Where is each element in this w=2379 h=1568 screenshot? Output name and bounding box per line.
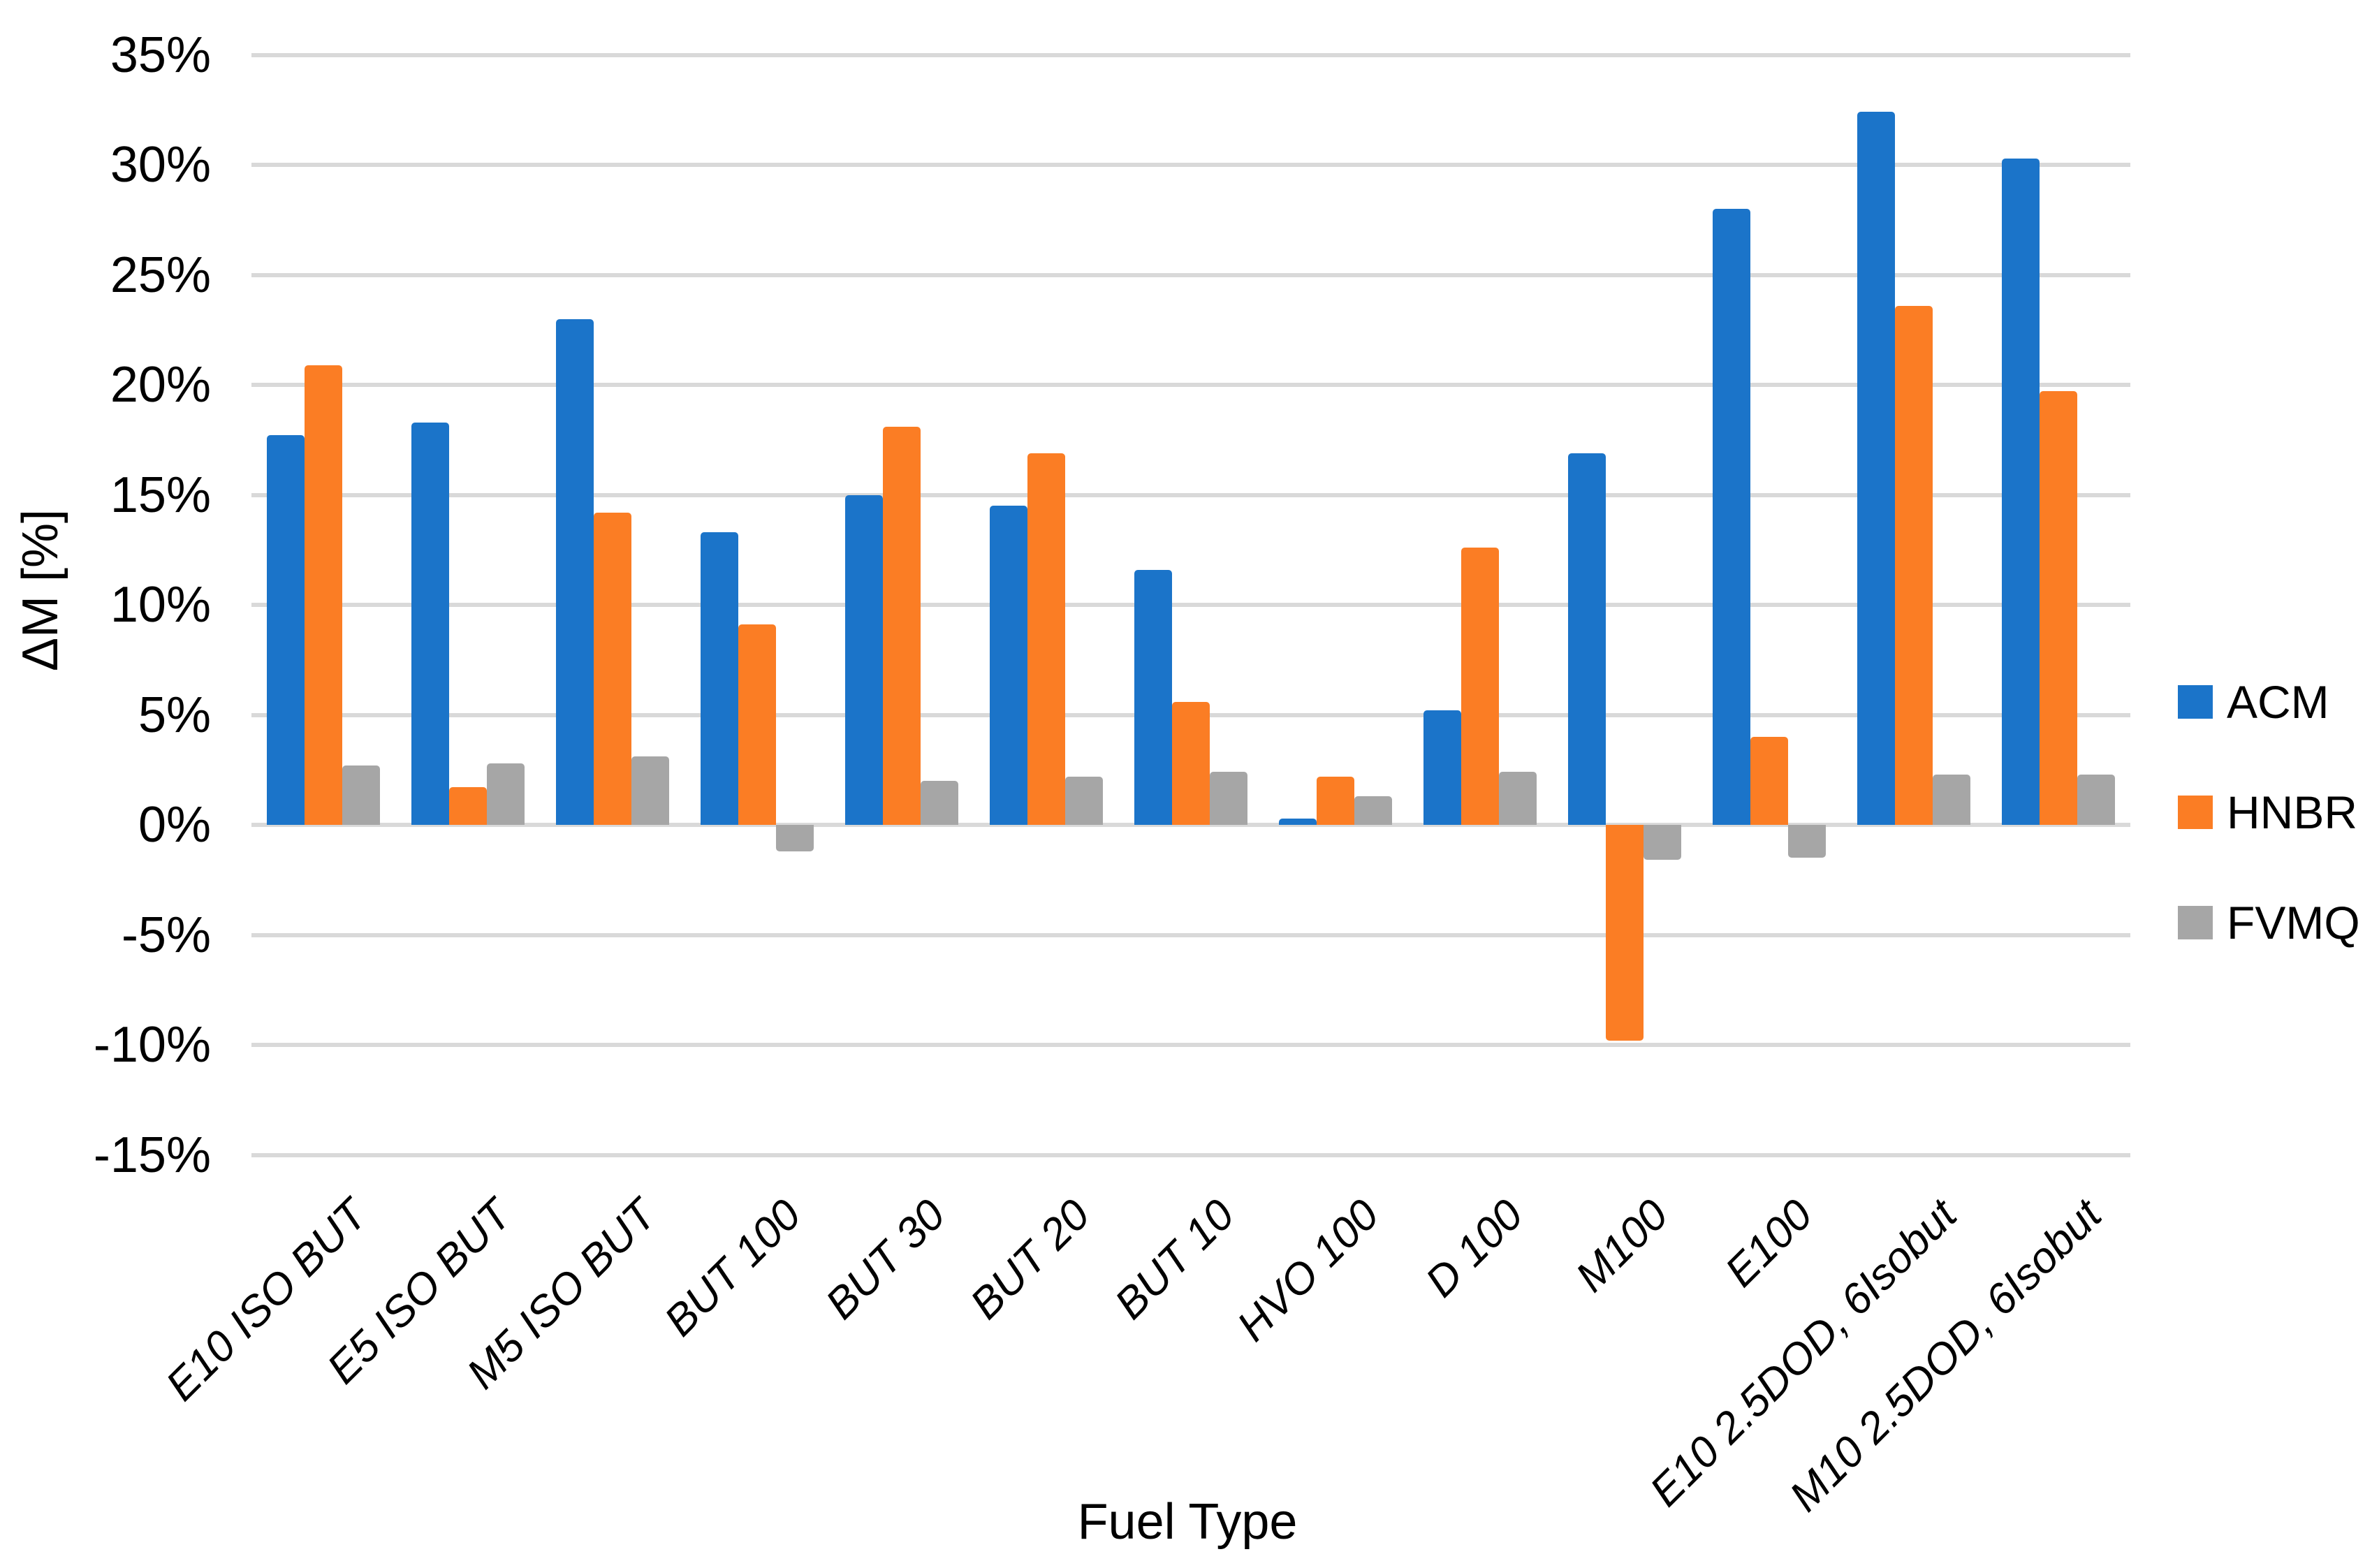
- gridline: [251, 272, 2130, 277]
- y-tick-label: 20%: [110, 357, 211, 413]
- bar-fvmq-1: [342, 765, 381, 825]
- bar-fvmq-8: [1354, 796, 1392, 825]
- gridline: [251, 1152, 2130, 1157]
- bar-fvmq-5: [921, 781, 959, 825]
- legend-swatch-hnbr: [2178, 796, 2213, 829]
- x-tick-label: E100: [1715, 1190, 1822, 1296]
- bar-acm-13: [2001, 158, 2040, 825]
- x-axis-title: Fuel Type: [1077, 1494, 1298, 1550]
- legend: ACM HNBR FVMQ: [2178, 679, 2360, 1010]
- x-tick-label: BUT 20: [961, 1190, 1099, 1329]
- bar-hnbr-1: [305, 365, 343, 825]
- gridline: [251, 932, 2130, 937]
- gridline: [251, 52, 2130, 57]
- bar-fvmq-2: [487, 763, 525, 825]
- bar-hnbr-13: [2039, 391, 2077, 825]
- bar-fvmq-10: [1643, 825, 1681, 860]
- y-tick-label: 25%: [110, 247, 211, 303]
- bar-fvmq-7: [1210, 772, 1247, 825]
- bar-hnbr-3: [594, 512, 632, 825]
- bar-acm-6: [990, 506, 1028, 825]
- y-tick-label: 35%: [110, 27, 211, 83]
- y-tick-label: 5%: [138, 687, 211, 743]
- bar-fvmq-13: [2077, 774, 2115, 825]
- bar-fvmq-4: [776, 825, 814, 851]
- bar-acm-4: [701, 532, 739, 825]
- bar-acm-7: [1134, 569, 1172, 825]
- x-tick-label: BUT 30: [817, 1190, 955, 1329]
- legend-label: HNBR: [2227, 786, 2358, 838]
- bar-hnbr-5: [883, 426, 921, 825]
- bar-fvmq-3: [631, 756, 670, 825]
- y-tick-label: -15%: [93, 1127, 211, 1183]
- bar-acm-11: [1712, 209, 1750, 825]
- bar-fvmq-6: [1065, 776, 1104, 825]
- bar-hnbr-10: [1605, 825, 1644, 1041]
- bar-acm-3: [556, 318, 594, 825]
- bar-fvmq-12: [1932, 774, 1970, 825]
- bar-hnbr-6: [1027, 453, 1066, 825]
- bar-acm-10: [1567, 453, 1606, 825]
- legend-item-acm: ACM: [2178, 679, 2360, 725]
- y-tick-label: 30%: [110, 137, 211, 193]
- y-tick-label: -5%: [121, 907, 211, 963]
- legend-label: ACM: [2227, 676, 2329, 728]
- bar-hnbr-12: [1894, 305, 1933, 825]
- gridline: [251, 492, 2130, 497]
- bar-hnbr-8: [1316, 776, 1354, 825]
- x-tick-label: HVO 100: [1228, 1190, 1389, 1351]
- gridline: [251, 383, 2130, 387]
- bar-acm-9: [1423, 710, 1461, 825]
- legend-label: FVMQ: [2227, 897, 2360, 948]
- y-tick-label: 0%: [138, 797, 211, 853]
- legend-swatch-fvmq: [2178, 906, 2213, 939]
- y-axis-title: ΔM [%]: [13, 508, 68, 672]
- gridline: [251, 163, 2130, 167]
- bar-acm-1: [267, 435, 305, 825]
- bar-hnbr-11: [1750, 737, 1788, 825]
- y-tick-label: 15%: [110, 467, 211, 523]
- bar-fvmq-11: [1787, 825, 1826, 858]
- bar-acm-5: [845, 494, 884, 825]
- bar-fvmq-9: [1498, 772, 1537, 825]
- bar-hnbr-9: [1461, 548, 1499, 825]
- bar-acm-2: [411, 422, 450, 825]
- gridline: [251, 1043, 2130, 1047]
- x-tick-label: BUT 100: [654, 1190, 810, 1346]
- bar-hnbr-4: [738, 624, 777, 825]
- gridline: [251, 823, 2130, 827]
- x-tick-label: D 100: [1417, 1190, 1533, 1307]
- x-tick-label: BUT 10: [1105, 1190, 1244, 1329]
- bar-acm-8: [1278, 818, 1317, 825]
- gridline: [251, 603, 2130, 607]
- bar-hnbr-7: [1172, 701, 1210, 825]
- legend-swatch-acm: [2178, 685, 2213, 719]
- bar-acm-12: [1857, 112, 1895, 825]
- x-tick-label: M100: [1566, 1190, 1678, 1302]
- legend-item-hnbr: HNBR: [2178, 789, 2360, 835]
- y-tick-label: -10%: [93, 1017, 211, 1073]
- legend-item-fvmq: FVMQ: [2178, 900, 2360, 946]
- y-tick-label: 10%: [110, 577, 211, 633]
- bar-hnbr-2: [449, 787, 488, 825]
